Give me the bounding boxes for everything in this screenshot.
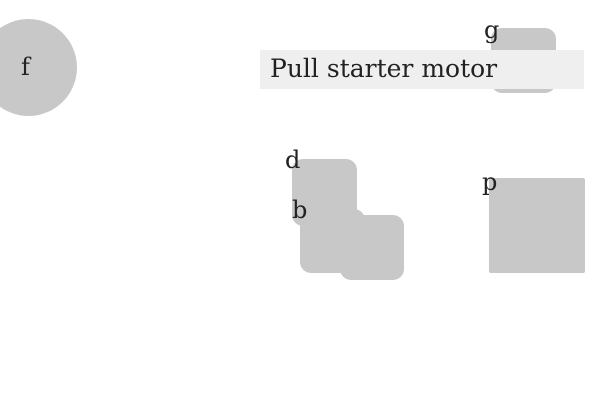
shape-label-p: p	[482, 168, 498, 196]
shape-label-g: g	[484, 16, 500, 44]
shape-label-b: b	[292, 196, 308, 224]
action-banner[interactable]: Pull starter motor	[260, 50, 584, 89]
circle-shape[interactable]	[0, 19, 77, 116]
rounded-square-shape[interactable]	[340, 215, 404, 280]
shape-label-f: f	[21, 53, 30, 81]
shape-label-d: d	[285, 146, 301, 174]
square-shape[interactable]	[489, 178, 585, 273]
